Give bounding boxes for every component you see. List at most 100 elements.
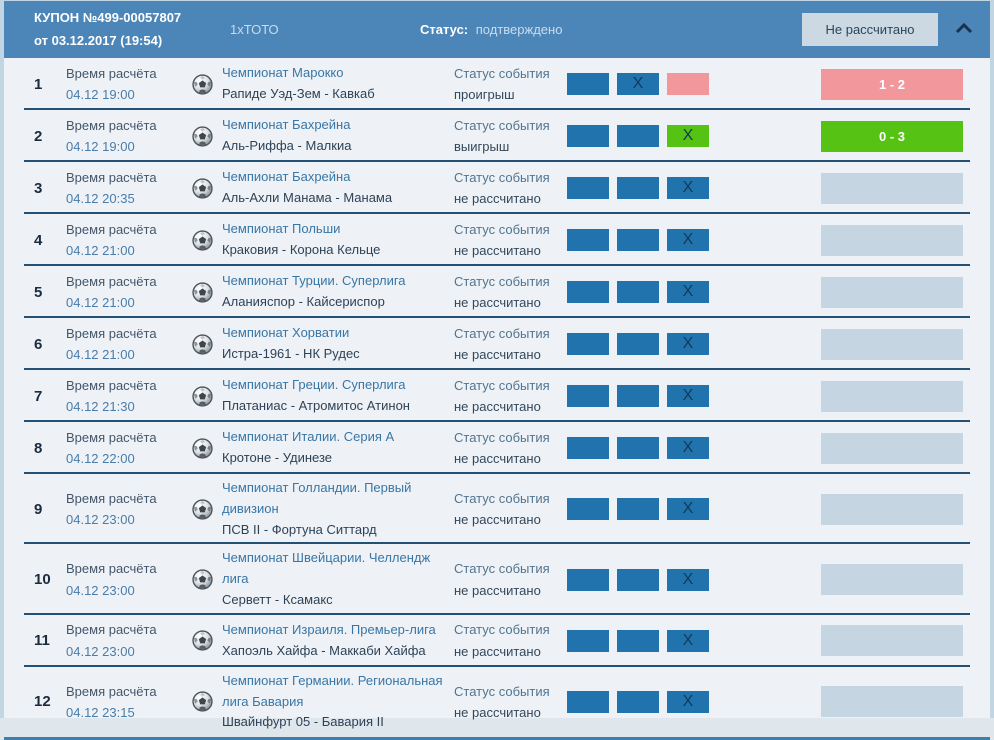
status-value: не рассчитано xyxy=(454,512,541,528)
league-link[interactable]: Чемпионат Германии. Региональная лига Ба… xyxy=(222,672,443,709)
soccer-ball-icon xyxy=(192,437,222,459)
event-status-block: Статус события не рассчитано xyxy=(454,619,566,662)
result-box xyxy=(821,432,963,464)
match-name: Рапиде Уэд-Зем - Кавкаб xyxy=(222,86,375,101)
pick-cell xyxy=(567,690,609,713)
event-status-block: Статус события не рассчитано xyxy=(454,219,566,262)
settle-date: 04.12 22:00 xyxy=(66,451,135,466)
pick-cell: X xyxy=(667,498,709,521)
status-value: не рассчитано xyxy=(454,582,541,598)
league-link[interactable]: Чемпионат Швейцарии. Челлендж лига xyxy=(222,550,431,587)
time-label: Время расчёта xyxy=(66,65,157,81)
coupon-status: Статус: подтверждено xyxy=(420,22,660,37)
pick-cell xyxy=(567,385,609,407)
pick-cell xyxy=(567,333,609,355)
league-link[interactable]: Чемпионат Израиля. Премьер-лига xyxy=(222,621,436,637)
status-value: не рассчитано xyxy=(454,243,541,258)
result-box xyxy=(821,276,963,308)
pick-cells: X xyxy=(567,125,709,147)
bet-row: 4 Время расчёта 04.12 21:00 Чемпионат По… xyxy=(4,214,990,266)
league-link[interactable]: Чемпионат Хорватии xyxy=(222,325,350,341)
status-label: Статус события xyxy=(454,490,550,506)
settlement-status-badge: Не рассчитано xyxy=(802,13,938,46)
event-status-block: Статус события выигрыш xyxy=(454,115,566,158)
soccer-ball-icon xyxy=(192,569,222,590)
league-link[interactable]: Чемпионат Польши xyxy=(222,221,341,237)
status-value: не рассчитано xyxy=(454,643,541,659)
pick-cell xyxy=(567,568,609,591)
settle-time-block: Время расчёта 04.12 23:00 xyxy=(66,558,192,601)
pick-cell xyxy=(567,125,609,147)
pick-cells: X xyxy=(567,385,709,407)
match-name: Истра-1961 - НК Рудес xyxy=(222,346,360,361)
match-name: Швайнфурт 05 - Бавария II xyxy=(222,714,384,730)
league-link[interactable]: Чемпионат Марокко xyxy=(222,65,344,81)
event-status-block: Статус события не рассчитано xyxy=(454,167,566,210)
status-value: не рассчитано xyxy=(454,451,541,466)
pick-cell xyxy=(617,568,659,591)
league-link[interactable]: Чемпионат Бахрейна xyxy=(222,117,351,133)
event-block: Чемпионат Турции. Суперлига Аланияспор -… xyxy=(222,271,454,313)
result-box xyxy=(821,172,963,204)
league-link[interactable]: Чемпионат Греции. Суперлига xyxy=(222,377,406,393)
event-block: Чемпионат Израиля. Премьер-лига Хапоэль … xyxy=(222,620,454,662)
pick-cell xyxy=(567,281,609,303)
settle-time-block: Время расчёта 04.12 22:00 xyxy=(66,427,192,470)
time-label: Время расчёта xyxy=(66,683,157,699)
pick-cell: X xyxy=(667,690,709,713)
league-link[interactable]: Чемпионат Италии. Серия А xyxy=(222,429,395,445)
status-value: проигрыш xyxy=(454,87,515,102)
time-label: Время расчёта xyxy=(66,622,157,638)
status-label: Статус события xyxy=(454,622,550,638)
status-label: Статус события xyxy=(454,169,550,185)
time-label: Время расчёта xyxy=(66,561,157,577)
row-number: 2 xyxy=(34,127,43,145)
bet-row: 12 Время расчёта 04.12 23:15 Чемпионат Г… xyxy=(4,667,990,737)
pick-cells: X xyxy=(567,73,709,95)
settle-date: 04.12 21:00 xyxy=(66,347,135,362)
bet-row: 7 Время расчёта 04.12 21:30 Чемпионат Гр… xyxy=(4,370,990,422)
pick-cells: X xyxy=(567,498,709,521)
soccer-ball-icon xyxy=(192,281,222,303)
time-label: Время расчёта xyxy=(66,117,157,133)
match-name: Платаниас - Атромитос Атинон xyxy=(222,398,410,413)
match-name: Кротоне - Удинезе xyxy=(222,450,333,465)
row-number: 5 xyxy=(34,283,43,301)
soccer-ball-icon xyxy=(192,125,222,147)
row-number: 10 xyxy=(34,571,51,589)
soccer-ball-icon xyxy=(192,630,222,651)
pick-cell xyxy=(567,437,609,459)
settle-date: 04.12 21:00 xyxy=(66,243,135,258)
match-name: Краковия - Корона Кельце xyxy=(222,242,381,257)
league-link[interactable]: Чемпионат Голландии. Первый дивизион xyxy=(222,480,412,516)
pick-cells: X xyxy=(567,281,709,303)
time-label: Время расчёта xyxy=(66,377,157,393)
pick-cell xyxy=(617,229,659,251)
event-block: Чемпионат Германии. Региональная лига Ба… xyxy=(222,671,454,733)
settle-date: 04.12 19:00 xyxy=(66,139,135,154)
row-number: 11 xyxy=(34,632,50,650)
status-value: не рассчитано xyxy=(454,295,541,310)
status-value: не рассчитано xyxy=(454,704,541,720)
coupon-status-label: Статус: xyxy=(420,22,469,37)
event-block: Чемпионат Греции. Суперлига Платаниас - … xyxy=(222,375,454,417)
soccer-ball-icon xyxy=(192,499,222,520)
event-block: Чемпионат Марокко Рапиде Уэд-Зем - Кавка… xyxy=(222,63,454,105)
event-status-block: Статус события не рассчитано xyxy=(454,558,566,601)
match-name: Аль-Риффа - Малкиа xyxy=(222,138,352,153)
settle-time-block: Время расчёта 04.12 21:00 xyxy=(66,219,192,262)
pick-cells: X xyxy=(567,333,709,355)
time-label: Время расчёта xyxy=(66,221,157,237)
status-label: Статус события xyxy=(454,429,550,445)
status-value: не рассчитано xyxy=(454,191,541,206)
event-status-block: Статус события не рассчитано xyxy=(454,375,566,418)
pick-cell: X xyxy=(667,333,709,355)
result-box xyxy=(821,686,963,718)
pick-cell: X xyxy=(617,73,659,95)
pick-cell xyxy=(617,177,659,199)
pick-cells: X xyxy=(567,568,709,591)
league-link[interactable]: Чемпионат Турции. Суперлига xyxy=(222,273,406,289)
collapse-coupon-button[interactable] xyxy=(938,1,990,58)
league-link[interactable]: Чемпионат Бахрейна xyxy=(222,169,351,185)
